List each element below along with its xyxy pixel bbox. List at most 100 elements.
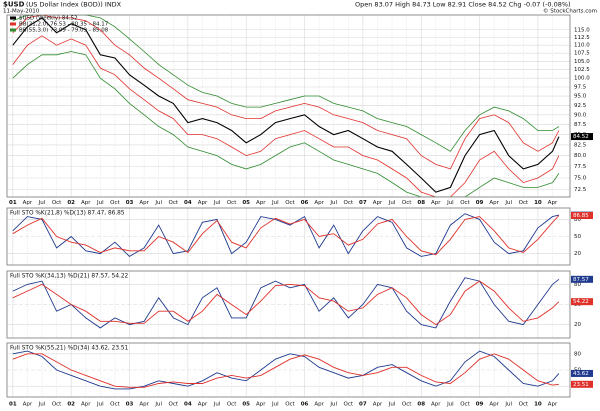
y-tick-label: 100.0 <box>574 76 590 82</box>
series-line <box>12 350 560 390</box>
y-tick-label: 82.5 <box>574 142 587 148</box>
x-tick-label: Apr <box>489 200 499 206</box>
x-tick-label: Jul <box>96 402 104 408</box>
x-tick-label: Oct <box>285 200 295 206</box>
plot-frame <box>6 270 571 339</box>
x-tick-label: 04 <box>184 402 192 408</box>
last-value-label: 84.52 <box>573 134 589 140</box>
x-tick-label: Apr <box>81 200 91 206</box>
legend-swatch <box>10 16 16 20</box>
last-value-label: 54.22 <box>573 299 589 305</box>
series-line <box>12 215 560 256</box>
x-tick-label: Jul <box>38 402 46 408</box>
last-value-label: 87.57 <box>573 277 589 283</box>
y-tick-label: 20 <box>574 251 581 257</box>
x-tick-label: 09 <box>476 402 484 408</box>
y-tick-label: 80 <box>574 217 581 223</box>
x-tick-label: Apr <box>373 200 383 206</box>
x-tick-label: Jul <box>504 200 512 206</box>
x-tick-label: Oct <box>519 402 529 408</box>
x-tick-label: 01 <box>9 402 17 408</box>
x-tick-label: Apr <box>23 200 33 206</box>
chart-date: 11-May-2010 <box>3 9 40 15</box>
last-value-tag <box>571 369 593 377</box>
x-tick-label: Oct <box>52 200 62 206</box>
band-line <box>12 35 560 197</box>
last-value-label: 23.51 <box>573 382 589 388</box>
x-tick-label: Jul <box>504 402 512 408</box>
x-tick-label: Jul <box>38 200 46 206</box>
x-tick-label: Jul <box>96 200 104 206</box>
plot-frame <box>6 207 571 266</box>
x-tick-label: Apr <box>431 402 441 408</box>
chart-title: $USD <box>3 1 25 9</box>
source: © StockCharts.com <box>543 8 597 15</box>
plot-lines <box>12 350 560 390</box>
x-tick-label: 02 <box>67 402 75 408</box>
x-tick-label: Apr <box>198 402 208 408</box>
x-tick-label: Jul <box>446 402 454 408</box>
y-tick-label: 80 <box>574 351 581 357</box>
x-tick-label: Oct <box>402 200 412 206</box>
last-value-tag <box>571 380 593 388</box>
legend-swatch <box>10 28 16 32</box>
legend-label: BB(55,3.0) 73.09 - 79.09 - 85.08 <box>19 28 109 34</box>
x-tick-label: 03 <box>126 402 134 408</box>
plot-lines <box>12 15 560 197</box>
x-tick-label: Oct <box>285 402 295 408</box>
x-tick-label: 04 <box>184 200 192 206</box>
x-tick-label: Apr <box>256 402 266 408</box>
x-tick-label: Jul <box>154 402 162 408</box>
legend-label: BB(21,2.0) 76.53 - 80.35 - 84.17 <box>19 22 109 28</box>
x-tick-label: Jul <box>213 200 221 206</box>
x-tick-label: Jul <box>329 402 337 408</box>
x-tick-label: 10 <box>534 402 542 408</box>
legend-swatch <box>10 22 16 26</box>
band-line <box>12 15 560 152</box>
plot-frame <box>6 342 571 398</box>
x-tick-label: Oct <box>110 402 120 408</box>
band-line <box>12 51 560 197</box>
series-line <box>12 353 559 388</box>
x-tick-label: 06 <box>301 402 309 408</box>
x-tick-label: Apr <box>23 402 33 408</box>
x-tick-label: Jul <box>154 200 162 206</box>
x-tick-label: Oct <box>460 200 470 206</box>
x-tick-label: Apr <box>314 402 324 408</box>
chart-subtitle: (US Dollar Index (BOD)) INDX <box>26 1 122 9</box>
x-tick-label: 02 <box>67 200 75 206</box>
x-tick-label: Oct <box>110 200 120 206</box>
x-tick-label: Apr <box>314 200 324 206</box>
x-tick-label: 07 <box>359 200 367 206</box>
y-tick-label: 90.0 <box>574 112 587 118</box>
y-tick-label: 20 <box>574 322 581 328</box>
y-tick-label: 102.5 <box>574 67 590 73</box>
y-tick-label: 77.5 <box>574 164 587 170</box>
y-tick-label: 87.5 <box>574 122 587 128</box>
x-tick-label: Apr <box>489 402 499 408</box>
series-line <box>12 280 560 326</box>
x-tick-label: Oct <box>169 402 179 408</box>
x-tick-label: 03 <box>126 200 134 206</box>
x-tick-label: 10 <box>534 200 542 206</box>
y-tick-label: 112.5 <box>574 35 590 41</box>
x-tick-label: Apr <box>81 402 91 408</box>
x-tick-label: Apr <box>256 200 266 206</box>
x-tick-label: Oct <box>460 402 470 408</box>
y-tick-label: 75.0 <box>574 175 587 181</box>
quote: Open 83.07 High 84.73 Low 82.91 Close 84… <box>355 1 571 9</box>
y-tick-label: 107.5 <box>574 51 590 57</box>
last-value-tag <box>571 298 593 306</box>
plot-frame <box>6 14 571 198</box>
series-line <box>12 17 560 193</box>
x-tick-label: Oct <box>344 200 354 206</box>
band-line <box>12 15 560 170</box>
y-tick-label: 80 <box>574 282 581 288</box>
x-tick-label: Oct <box>227 402 237 408</box>
x-tick-label: 09 <box>476 200 484 206</box>
y-tick-label: 105.0 <box>574 59 590 65</box>
x-tick-label: Apr <box>139 200 149 206</box>
series-line <box>12 277 560 329</box>
